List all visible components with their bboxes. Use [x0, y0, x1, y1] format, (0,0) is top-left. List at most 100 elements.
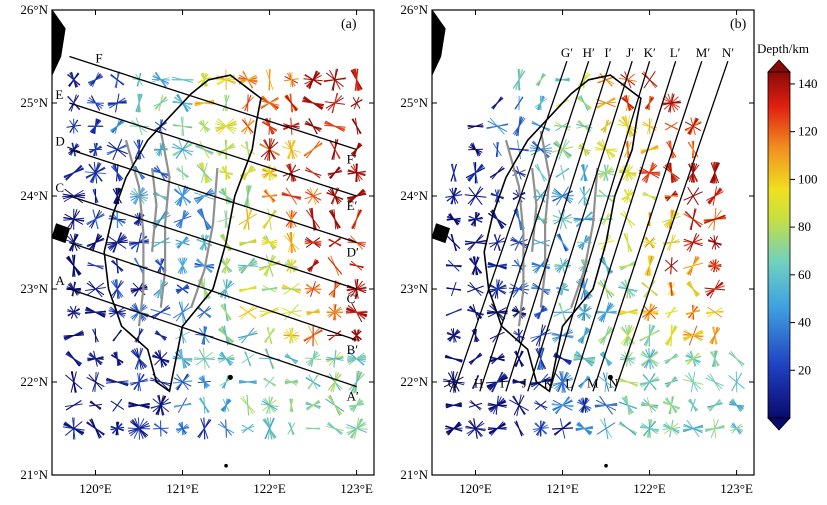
- stress-rosette: [86, 307, 106, 317]
- stress-rosette: [240, 240, 256, 246]
- profile-start-label: B: [55, 227, 64, 242]
- profile-end-label: F′: [347, 152, 357, 167]
- stress-rosette: [470, 257, 482, 275]
- stress-rosette: [264, 377, 276, 387]
- stress-rosette: [244, 186, 251, 206]
- stress-rosette: [618, 309, 637, 315]
- stress-rosette: [87, 210, 104, 229]
- stress-rosette: [196, 141, 213, 157]
- stress-rosette: [88, 263, 104, 269]
- stress-rosette: [304, 71, 322, 88]
- stress-rosette: [597, 418, 615, 439]
- colorbar-title: Depth/km: [757, 41, 809, 56]
- panel-a: AA′BB′CC′DD′EE′FF′ (a) 21°N22°N23°N24°N2…: [20, 2, 374, 496]
- stress-rosette: [451, 164, 456, 181]
- stress-rosette: [532, 239, 550, 246]
- stress-rosette: [619, 280, 637, 299]
- stress-rosette: [510, 395, 529, 416]
- stress-rosette: [535, 96, 546, 110]
- stress-rosette: [308, 260, 319, 273]
- stress-rosette: [218, 352, 234, 366]
- stress-rosette: [155, 331, 166, 340]
- profile-end-label: H′: [583, 45, 595, 60]
- stress-rosette: [64, 166, 83, 181]
- stress-rosette: [93, 189, 98, 202]
- stress-rosette: [65, 401, 82, 410]
- stress-rosette: [86, 281, 106, 296]
- stress-rosette: [641, 349, 659, 369]
- stress-rosette: [129, 233, 148, 252]
- panel-a-label: (a): [341, 17, 357, 32]
- stress-rosette: [327, 350, 344, 367]
- stress-rosette: [643, 237, 656, 248]
- colorbar-top-arrow: [768, 60, 790, 72]
- stress-rosette: [668, 283, 675, 296]
- penghu-islands: [432, 224, 449, 243]
- stress-rosette: [683, 372, 703, 392]
- stress-rosette: [151, 306, 170, 319]
- lat-tick-label: 22°N: [400, 374, 428, 389]
- stress-rosette: [107, 140, 128, 160]
- stress-rosette: [111, 399, 123, 411]
- stress-rosette: [468, 283, 484, 296]
- stress-rosette: [706, 374, 724, 391]
- stress-rosette: [112, 352, 124, 365]
- profile-end-label: C′: [347, 291, 359, 306]
- panel-b-map: GG′HH′II′JJ′KK′LL′MM′NN′: [432, 10, 744, 468]
- stress-rosette: [446, 403, 461, 408]
- stress-rosette: [711, 351, 720, 367]
- stress-rosette: [131, 282, 147, 296]
- stress-rosette: [261, 397, 278, 414]
- lat-tick-label: 26°N: [400, 2, 428, 17]
- stress-rosette: [112, 165, 123, 182]
- stress-rosette: [665, 377, 677, 387]
- stress-rosette: [665, 354, 679, 364]
- stress-rosette: [108, 94, 126, 112]
- stress-rosette: [305, 282, 321, 297]
- stress-rosette: [556, 78, 569, 81]
- stress-rosette: [552, 397, 573, 414]
- stress-rosette: [88, 351, 104, 366]
- profile-end-label: I′: [604, 45, 611, 60]
- profile-line-g: [454, 61, 567, 391]
- stress-rosette: [684, 256, 703, 275]
- stress-rosette: [469, 401, 481, 410]
- profile-start-label: I: [500, 375, 504, 390]
- lat-tick-label: 23°N: [400, 281, 428, 296]
- stress-rosette: [348, 164, 365, 182]
- stress-rosette: [259, 349, 280, 369]
- stress-rosette: [446, 422, 463, 435]
- stress-rosette: [111, 280, 123, 299]
- stress-rosette: [597, 190, 615, 202]
- stress-rosette: [240, 286, 257, 292]
- stress-rosette: [199, 397, 209, 413]
- stress-rosette: [221, 304, 231, 321]
- stress-rosette: [729, 372, 744, 392]
- stress-rosette: [173, 117, 192, 136]
- lat-tick-label: 23°N: [20, 281, 48, 296]
- stress-rosette: [284, 328, 299, 343]
- stress-rosette: [486, 372, 508, 392]
- stress-rosette: [665, 191, 678, 201]
- stress-rosette: [729, 399, 743, 412]
- stress-rosette: [174, 211, 191, 229]
- colorbar-tick-label: 20: [798, 362, 811, 377]
- stress-rosette: [641, 146, 659, 154]
- stress-rosette: [494, 143, 502, 157]
- stress-rosette: [324, 69, 345, 90]
- stress-rosette: [264, 327, 275, 343]
- fault-line: [532, 168, 536, 252]
- stress-rosette: [709, 260, 721, 272]
- stress-rosette: [535, 401, 547, 410]
- stress-rosette: [220, 166, 233, 179]
- profile-end-label: N′: [722, 45, 734, 60]
- stress-rosette: [176, 328, 190, 343]
- stress-rosette: [130, 118, 148, 135]
- stress-rosette: [66, 352, 81, 366]
- stress-rosette: [198, 376, 210, 388]
- stress-rosette: [731, 423, 743, 434]
- profile-end-label: E′: [347, 198, 358, 213]
- stress-rosette: [111, 119, 124, 134]
- stress-rosette: [640, 374, 659, 391]
